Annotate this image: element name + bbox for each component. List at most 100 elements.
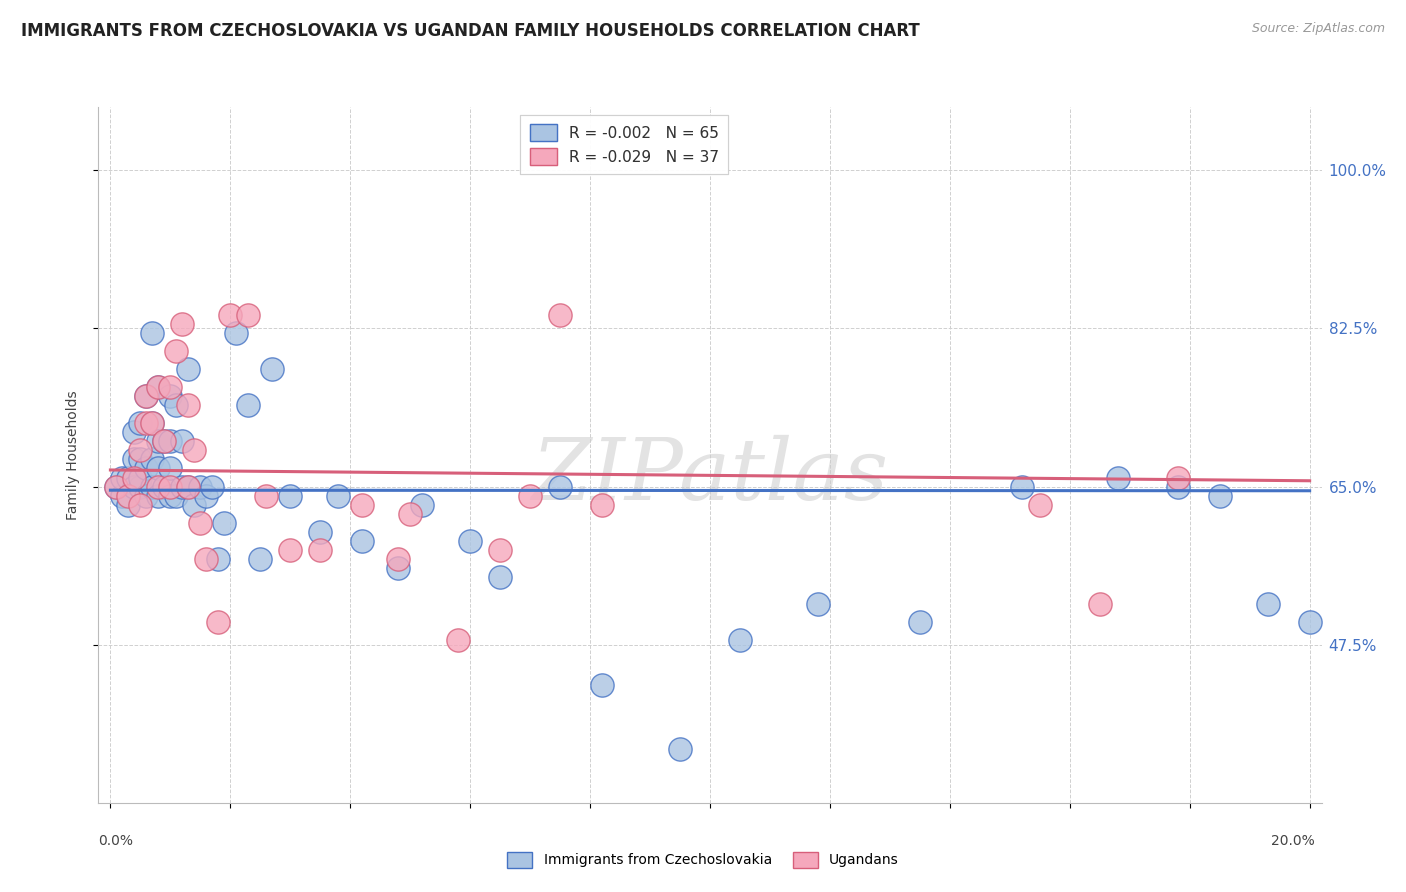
Point: [1298, 615, 1320, 629]
Point: [278, 489, 301, 503]
Point: [238, 398, 260, 412]
Point: [129, 498, 152, 512]
Point: [728, 633, 751, 648]
Point: [177, 398, 200, 412]
Point: [1208, 489, 1230, 503]
Point: [411, 498, 433, 512]
Point: [148, 380, 170, 394]
Point: [219, 308, 242, 322]
Point: [207, 551, 229, 566]
Point: [225, 326, 247, 340]
Point: [177, 362, 200, 376]
Point: [807, 597, 830, 611]
Point: [165, 398, 187, 412]
Point: [105, 479, 128, 493]
Point: [352, 498, 374, 512]
Text: Source: ZipAtlas.com: Source: ZipAtlas.com: [1251, 22, 1385, 36]
Point: [135, 417, 157, 431]
Point: [188, 479, 211, 493]
Point: [201, 479, 224, 493]
Point: [238, 308, 260, 322]
Point: [172, 317, 194, 331]
Point: [591, 498, 613, 512]
Point: [489, 542, 512, 557]
Point: [141, 326, 163, 340]
Point: [1011, 479, 1033, 493]
Point: [135, 461, 157, 475]
Point: [669, 741, 692, 756]
Point: [548, 308, 571, 322]
Point: [111, 470, 134, 484]
Point: [195, 489, 218, 503]
Text: 20.0%: 20.0%: [1271, 834, 1315, 848]
Point: [111, 489, 134, 503]
Point: [172, 479, 194, 493]
Point: [148, 380, 170, 394]
Point: [172, 434, 194, 449]
Point: [458, 533, 481, 548]
Point: [591, 678, 613, 692]
Point: [117, 498, 139, 512]
Point: [159, 479, 181, 493]
Point: [141, 417, 163, 431]
Point: [1029, 498, 1052, 512]
Y-axis label: Family Households: Family Households: [66, 390, 80, 520]
Point: [908, 615, 931, 629]
Point: [183, 443, 205, 458]
Point: [153, 434, 176, 449]
Point: [124, 470, 146, 484]
Legend: Immigrants from Czechoslovakia, Ugandans: Immigrants from Czechoslovakia, Ugandans: [499, 844, 907, 876]
Point: [159, 389, 181, 403]
Point: [148, 479, 170, 493]
Point: [129, 417, 152, 431]
Point: [1167, 470, 1189, 484]
Point: [141, 479, 163, 493]
Point: [153, 479, 176, 493]
Point: [135, 389, 157, 403]
Point: [117, 489, 139, 503]
Point: [387, 561, 409, 575]
Text: 0.0%: 0.0%: [98, 834, 134, 848]
Point: [141, 452, 163, 467]
Point: [262, 362, 284, 376]
Text: ZIPatlas: ZIPatlas: [531, 434, 889, 517]
Point: [135, 389, 157, 403]
Point: [124, 479, 146, 493]
Point: [214, 516, 236, 530]
Point: [489, 570, 512, 584]
Point: [548, 479, 571, 493]
Point: [148, 489, 170, 503]
Point: [1088, 597, 1111, 611]
Point: [124, 452, 146, 467]
Point: [309, 524, 332, 539]
Point: [129, 452, 152, 467]
Point: [105, 479, 128, 493]
Point: [129, 479, 152, 493]
Point: [117, 470, 139, 484]
Point: [159, 489, 181, 503]
Point: [352, 533, 374, 548]
Point: [387, 551, 409, 566]
Point: [141, 417, 163, 431]
Point: [177, 479, 200, 493]
Point: [249, 551, 271, 566]
Point: [159, 380, 181, 394]
Point: [177, 479, 200, 493]
Point: [188, 516, 211, 530]
Point: [129, 443, 152, 458]
Point: [129, 470, 152, 484]
Point: [135, 489, 157, 503]
Point: [328, 489, 350, 503]
Point: [165, 344, 187, 359]
Point: [124, 425, 146, 440]
Text: IMMIGRANTS FROM CZECHOSLOVAKIA VS UGANDAN FAMILY HOUSEHOLDS CORRELATION CHART: IMMIGRANTS FROM CZECHOSLOVAKIA VS UGANDA…: [21, 22, 920, 40]
Point: [159, 434, 181, 449]
Point: [148, 461, 170, 475]
Point: [207, 615, 229, 629]
Legend: R = -0.002   N = 65, R = -0.029   N = 37: R = -0.002 N = 65, R = -0.029 N = 37: [520, 115, 728, 175]
Point: [447, 633, 470, 648]
Point: [1257, 597, 1279, 611]
Point: [519, 489, 541, 503]
Point: [165, 489, 187, 503]
Point: [148, 434, 170, 449]
